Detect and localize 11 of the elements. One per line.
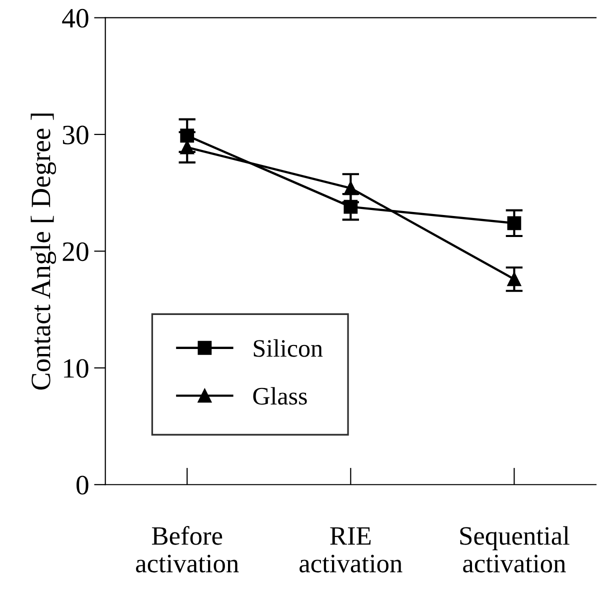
y-tick-label: 40 [62, 8, 88, 28]
x-tick-label: RIE activation [300, 527, 402, 572]
y-tick-label: 10 [64, 359, 88, 378]
x-tick-label: Before activation [136, 526, 239, 572]
x-tick-label: Sequential activation [460, 526, 570, 572]
y-tick-label: 30 [62, 126, 88, 144]
y-tick-label: 20 [62, 242, 88, 262]
legend-label: Silicon [254, 339, 323, 357]
y-axis-title: Contact Angle [ Degree ] [30, 114, 56, 390]
legend-label: Glass [253, 387, 307, 405]
y-tick-label: 0 [76, 476, 88, 495]
